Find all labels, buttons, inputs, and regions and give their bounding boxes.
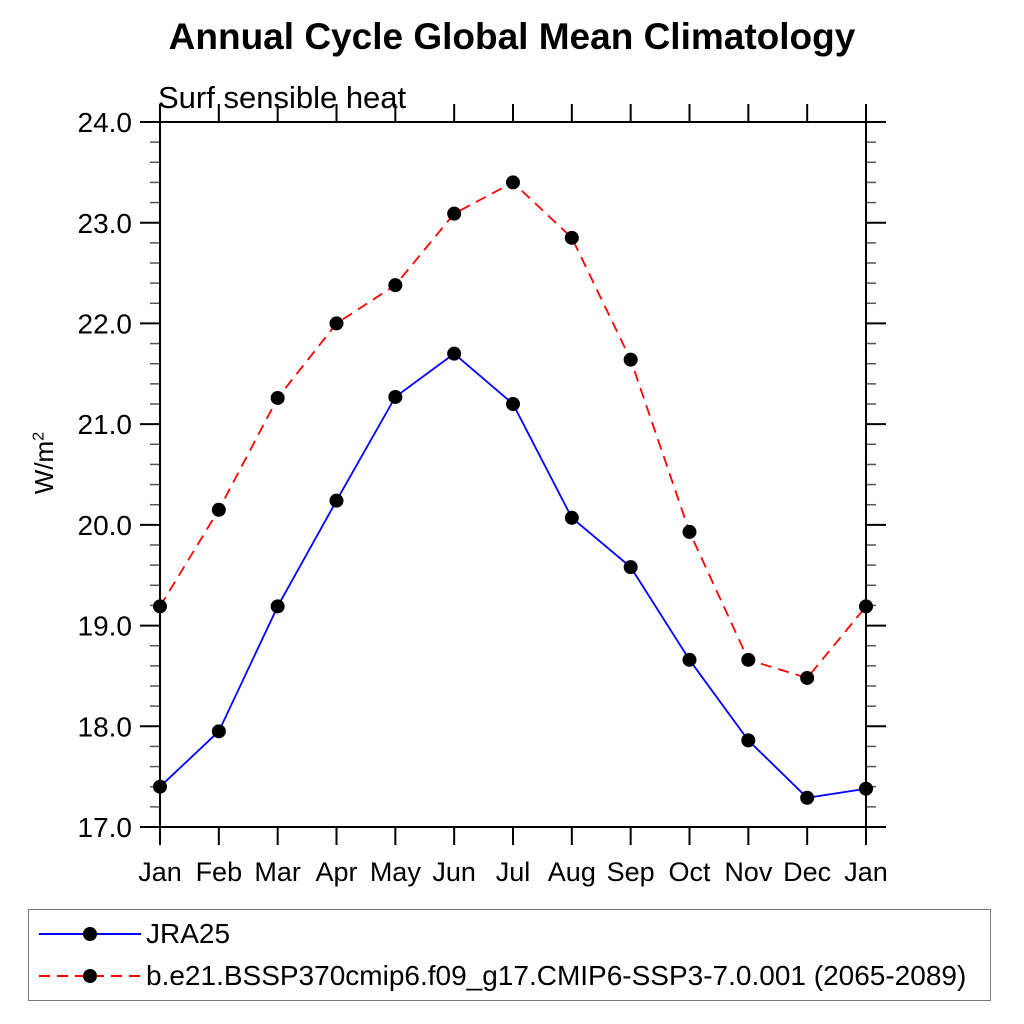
data-point-jra25-aug-7 — [564, 510, 579, 525]
data-point-model-sep-8 — [623, 352, 638, 367]
legend-item-model: b.e21.BSSP370cmip6.f09_g17.CMIP6-SSP3-7.… — [29, 955, 990, 997]
y-tick-label: 24.0 — [78, 107, 133, 138]
x-tick-label: Sep — [607, 857, 655, 887]
chart-subtitle: Surf sensible heat — [158, 80, 407, 115]
legend-marker-dot — [83, 969, 97, 983]
data-point-jra25-oct-9 — [682, 652, 697, 667]
x-tick-label: Jan — [844, 857, 888, 887]
data-point-jra25-mar-2 — [270, 599, 285, 614]
data-point-model-may-4 — [388, 278, 403, 293]
x-tick-label: Jan — [138, 857, 182, 887]
x-tick-label: Jun — [432, 857, 476, 887]
data-point-model-jul-6 — [506, 175, 520, 190]
legend-sample-solid — [39, 927, 141, 941]
y-tick-label: 22.0 — [78, 309, 133, 340]
data-point-jra25-apr-3 — [329, 493, 344, 508]
data-point-jra25-jul-6 — [506, 397, 520, 411]
series-line-jra25 — [159, 352, 867, 799]
data-point-model-dec-11 — [800, 670, 815, 685]
y-tick-label: 20.0 — [78, 510, 133, 541]
y-tick-label: 19.0 — [78, 611, 133, 642]
data-point-jra25-sep-8 — [623, 560, 638, 575]
data-point-model-nov-10 — [741, 652, 756, 667]
data-point-jra25-nov-10 — [741, 733, 756, 748]
data-point-model-apr-3 — [329, 316, 344, 331]
y-tick-label: 21.0 — [78, 409, 133, 440]
x-tick-label: Oct — [668, 857, 711, 887]
data-point-model-jun-5 — [447, 206, 462, 221]
legend-marker-dot — [83, 927, 97, 941]
data-point-model-feb-1 — [211, 502, 226, 517]
series-line-model — [159, 181, 867, 679]
y-tick-label: 23.0 — [78, 208, 133, 239]
x-tick-label: Aug — [548, 857, 596, 887]
data-point-jra25-feb-1 — [211, 724, 226, 739]
x-tick-label: Nov — [724, 857, 773, 887]
data-point-model-mar-2 — [270, 390, 285, 405]
data-point-jra25-jun-5 — [447, 346, 462, 361]
data-point-jra25-jan-0 — [153, 779, 167, 794]
legend-box: JRA25 b.e21.BSSP370cmip6.f09_g17.CMIP6-S… — [28, 909, 991, 1001]
legend-sample-dashed — [39, 969, 141, 983]
data-point-model-aug-7 — [564, 230, 579, 245]
x-tick-label: Mar — [254, 857, 301, 887]
x-tick-label: Apr — [315, 857, 357, 887]
data-point-jra25-dec-11 — [800, 790, 815, 805]
x-tick-label: Jul — [496, 857, 531, 887]
data-point-jra25-may-4 — [388, 389, 403, 404]
y-tick-label: 17.0 — [78, 812, 133, 843]
data-point-model-jan-0 — [153, 599, 167, 614]
x-tick-label: Feb — [196, 857, 243, 887]
plot-frame — [159, 121, 867, 828]
data-point-model-oct-9 — [682, 524, 697, 539]
data-point-jra25-jan-12 — [859, 781, 873, 796]
data-point-model-jan-12 — [859, 599, 873, 614]
y-tick-label: 18.0 — [78, 711, 133, 742]
legend-item-jra25: JRA25 — [29, 913, 990, 955]
legend-label-model: b.e21.BSSP370cmip6.f09_g17.CMIP6-SSP3-7.… — [146, 960, 967, 991]
chart-title: Annual Cycle Global Mean Climatology — [168, 16, 856, 57]
legend-label-jra25: JRA25 — [146, 918, 231, 949]
x-tick-label: May — [370, 857, 422, 887]
x-tick-label: Dec — [783, 857, 831, 887]
